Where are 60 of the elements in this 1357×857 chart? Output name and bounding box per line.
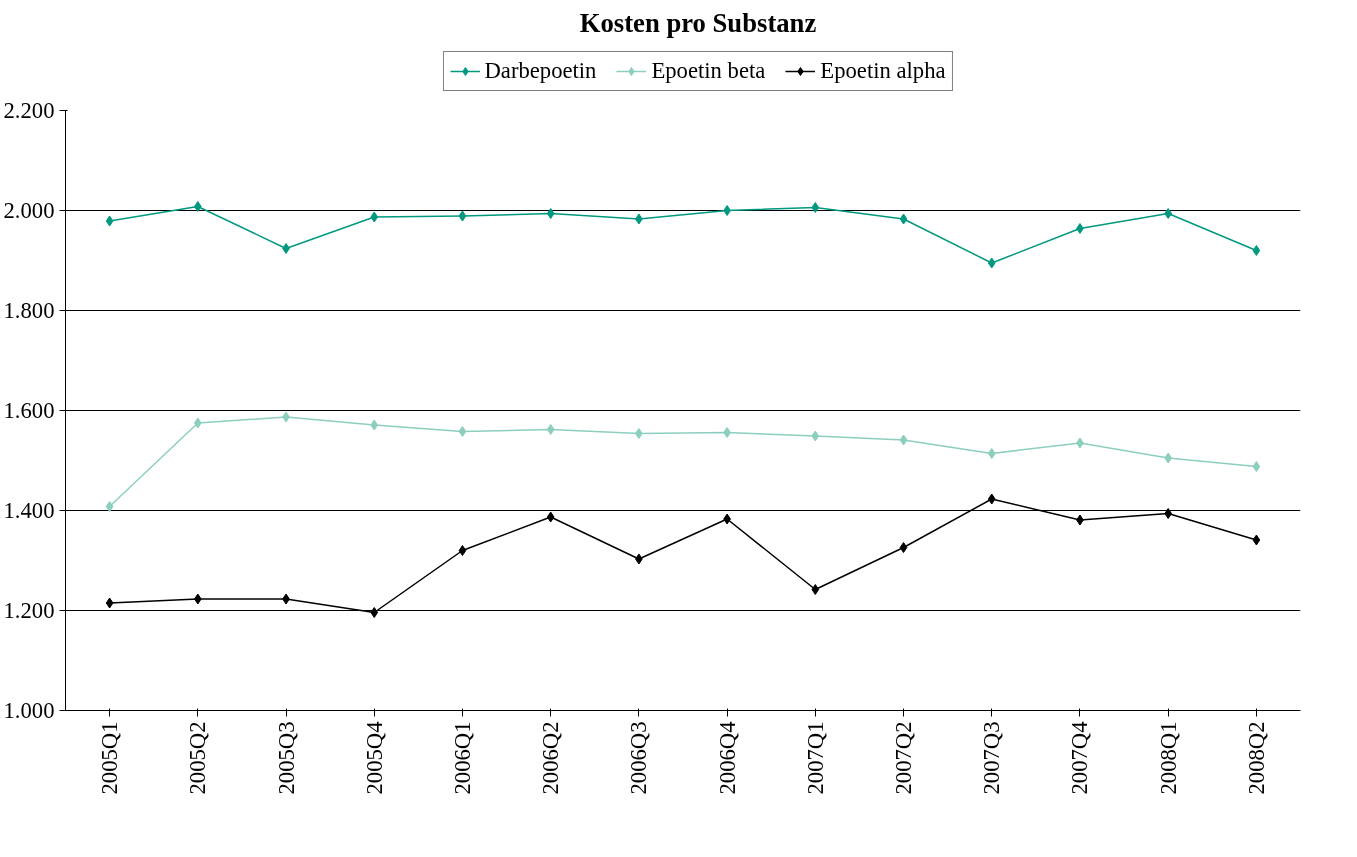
x-tick-label: 2007Q4 bbox=[1067, 721, 1093, 795]
x-tick-label: 2007Q1 bbox=[802, 721, 828, 795]
point bbox=[370, 419, 379, 431]
legend-label: Epoetin alpha bbox=[820, 58, 946, 84]
point bbox=[370, 607, 379, 618]
point bbox=[899, 434, 908, 446]
point bbox=[546, 511, 555, 523]
x-tick-label: 2006Q2 bbox=[538, 721, 564, 795]
x-tick-label: 2005Q1 bbox=[97, 721, 123, 795]
chart-title: Kosten pro Substanz bbox=[579, 7, 817, 38]
point bbox=[987, 448, 996, 459]
point bbox=[1076, 223, 1084, 234]
point bbox=[723, 205, 731, 216]
point bbox=[458, 426, 467, 437]
y-tick-label: 1.200 bbox=[3, 598, 55, 623]
y-tick-label: 1.000 bbox=[3, 698, 55, 723]
point bbox=[1252, 245, 1261, 256]
y-tick-label: 2.000 bbox=[3, 198, 55, 223]
legend-label: Epoetin beta bbox=[651, 58, 766, 84]
point bbox=[635, 428, 643, 439]
point bbox=[899, 213, 908, 225]
point bbox=[105, 597, 114, 609]
x-tick-label: 2005Q4 bbox=[361, 721, 387, 795]
y-tick-label: 1.600 bbox=[3, 398, 55, 423]
point bbox=[811, 584, 820, 595]
point bbox=[282, 243, 290, 254]
point bbox=[899, 542, 908, 553]
x-tick-label: 2007Q3 bbox=[979, 721, 1005, 795]
point bbox=[193, 417, 202, 429]
point bbox=[723, 427, 731, 438]
point bbox=[546, 424, 555, 435]
point bbox=[1164, 208, 1173, 219]
point bbox=[1252, 534, 1261, 546]
x-tick-label: 2008Q2 bbox=[1243, 721, 1269, 795]
x-tick-label: 2006Q1 bbox=[449, 721, 475, 795]
point bbox=[458, 210, 467, 222]
point bbox=[987, 257, 996, 269]
y-tick-label: 2.200 bbox=[3, 98, 55, 123]
point bbox=[458, 545, 467, 556]
point bbox=[546, 208, 555, 219]
point bbox=[1164, 452, 1173, 464]
x-tick-label: 2006Q3 bbox=[626, 721, 652, 795]
point bbox=[811, 202, 820, 213]
x-tick-label: 2005Q3 bbox=[273, 721, 299, 795]
y-tick-label: 1.800 bbox=[3, 298, 55, 323]
y-tick-label: 1.400 bbox=[3, 498, 55, 523]
point bbox=[105, 215, 114, 227]
x-tick-label: 2006Q4 bbox=[714, 721, 740, 795]
x-tick-label: 2005Q2 bbox=[185, 721, 211, 795]
point bbox=[105, 501, 114, 512]
point bbox=[370, 211, 379, 223]
point bbox=[1164, 508, 1173, 519]
point bbox=[1252, 461, 1261, 472]
legend-label: Darbepoetin bbox=[484, 58, 597, 84]
x-tick-label: 2007Q2 bbox=[891, 721, 917, 795]
point bbox=[811, 430, 820, 442]
point bbox=[193, 593, 202, 605]
point bbox=[193, 201, 202, 212]
x-tick-label: 2008Q1 bbox=[1155, 721, 1181, 795]
point bbox=[987, 493, 996, 505]
